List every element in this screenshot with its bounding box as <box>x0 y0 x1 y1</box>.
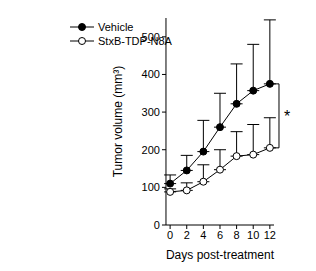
svg-text:2: 2 <box>184 229 190 241</box>
svg-text:300: 300 <box>142 106 160 118</box>
svg-text:6: 6 <box>217 229 223 241</box>
svg-text:0: 0 <box>154 219 160 231</box>
svg-text:12: 12 <box>264 229 276 241</box>
svg-text:500: 500 <box>142 31 160 43</box>
svg-text:Tumor volume (mm³): Tumor volume (mm³) <box>111 66 125 178</box>
svg-text:200: 200 <box>142 144 160 156</box>
svg-text:10: 10 <box>247 229 259 241</box>
svg-text:400: 400 <box>142 68 160 80</box>
svg-text:8: 8 <box>234 229 240 241</box>
svg-text:*: * <box>284 108 290 125</box>
svg-text:100: 100 <box>142 181 160 193</box>
svg-text:0: 0 <box>167 229 173 241</box>
svg-text:Days post-treatment: Days post-treatment <box>166 248 275 262</box>
svg-text:4: 4 <box>200 229 206 241</box>
